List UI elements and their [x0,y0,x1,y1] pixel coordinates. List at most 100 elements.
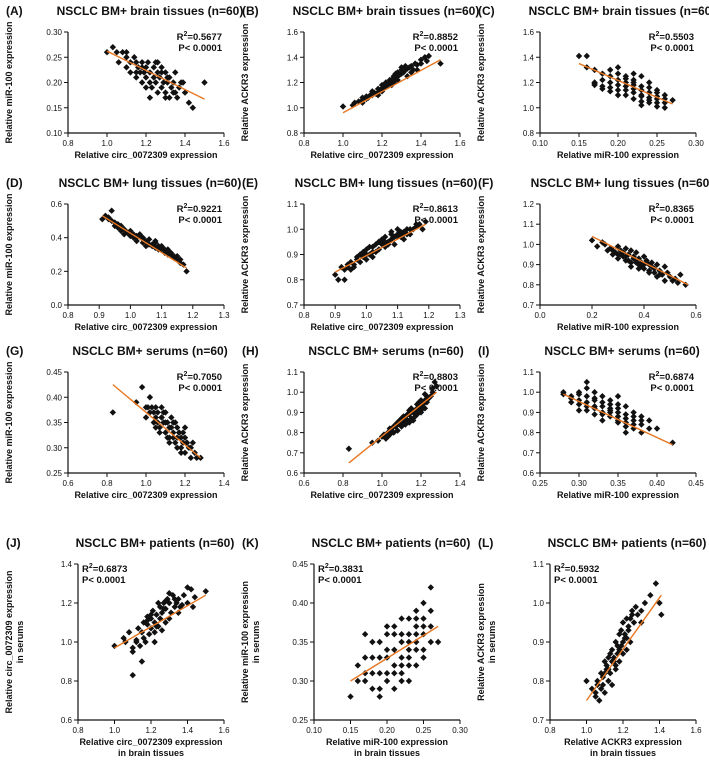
data-point [133,399,140,406]
data-point [419,226,426,233]
data-point [158,69,165,76]
data-point [133,638,140,646]
scatter-points [99,207,190,275]
data-point [420,646,427,653]
data-point [622,423,629,430]
data-point [653,273,661,280]
data-point [345,445,353,452]
y-tick-label: 0.9 [523,408,535,417]
panel-k: (K) NSCLC BM+ patients (n=60) 0.10 0.15 0.20… [240,536,470,758]
data-point [653,99,661,106]
x-axis-label: Relative circ_0072309 expression [310,150,453,160]
x-axis-label: Relative miR-100 expression [326,737,448,747]
data-point [138,383,146,391]
data-point [607,650,614,657]
x-tick-label: 0.0 [534,311,546,320]
panel-l: (L) NSCLC BM+ patients (n=60) 0.8 1.0 1.2 1.4… [476,536,706,758]
data-point [153,623,160,630]
scatter-points [583,580,665,704]
y-axis-label: Relative miR-100 expression [4,193,14,315]
y-tick-label: 1.2 [287,79,299,88]
data-point [599,399,606,406]
data-point [630,409,637,416]
data-point [614,401,622,408]
data-point [594,243,601,250]
regression-line [591,235,689,286]
x-tick-label: 1.0 [140,479,152,488]
y-axis-label: in serums [487,621,497,664]
data-point [607,245,614,252]
data-point [363,93,370,100]
data-point [607,397,614,404]
data-point [420,631,427,638]
data-point [622,86,629,94]
y-tick-label: 1.4 [61,560,73,569]
data-point [369,685,376,692]
y-axis-label: Relative ACKR3 expression [240,24,250,142]
data-point [625,623,632,630]
data-point [417,60,425,67]
data-point [630,76,637,84]
y-tick-label: 0.35 [292,638,308,647]
y-tick-label: 0.30 [46,28,62,37]
panel-title: NSCLC BM+ patients (n=60) [76,536,235,550]
data-point [189,439,196,446]
x-tick-label: 1.0 [109,726,121,735]
data-point [175,429,183,436]
data-point [630,619,638,626]
data-point [583,399,590,406]
data-point [614,393,622,400]
data-point [177,444,185,451]
x-tick-label: 0.25 [649,139,665,148]
data-point [627,263,635,270]
data-point [616,631,623,638]
y-tick-label: 0.6 [61,716,73,725]
data-point [129,671,136,679]
p-value-label: P< 0.0001 [414,215,458,226]
data-point [119,49,126,56]
data-point [168,84,175,91]
data-point [189,603,197,611]
data-point [158,414,165,421]
y-tick-label: 0.30 [292,677,308,686]
data-point [596,697,603,704]
x-tick-label: 0.2 [586,311,598,320]
data-point [135,625,142,632]
data-point [628,607,636,614]
data-point [599,76,606,84]
data-point [369,670,376,677]
x-tick-label: 1.4 [654,726,666,735]
data-point [144,617,151,624]
data-point [623,615,630,622]
data-point [162,619,169,626]
data-point [162,69,169,76]
y-tick-label: 0.8 [523,129,535,138]
data-point [136,642,144,650]
y-tick-label: 0.40 [292,599,308,608]
data-point [172,439,179,446]
regression-line [563,393,673,446]
data-point [630,85,637,93]
data-point [148,84,156,91]
x-tick-label: 1.2 [140,139,152,148]
data-point [127,232,134,240]
data-point [635,261,642,268]
data-point [398,670,405,677]
data-point [183,268,190,275]
data-point [142,64,150,71]
x-axis-label: Relative circ_0072309 expression [310,490,453,500]
data-point [138,79,146,86]
data-point [614,409,622,416]
data-point [427,607,434,614]
data-point [360,248,367,256]
data-point [151,629,158,636]
data-point [599,85,606,93]
panel-label: (L) [478,536,493,550]
data-point [140,634,147,642]
data-point [429,384,436,392]
data-point [617,627,625,634]
data-point [398,64,405,71]
y-axis-label: Relative miR-100 expression [4,21,14,143]
data-point [646,79,653,86]
x-tick-label: 0.8 [101,479,113,488]
